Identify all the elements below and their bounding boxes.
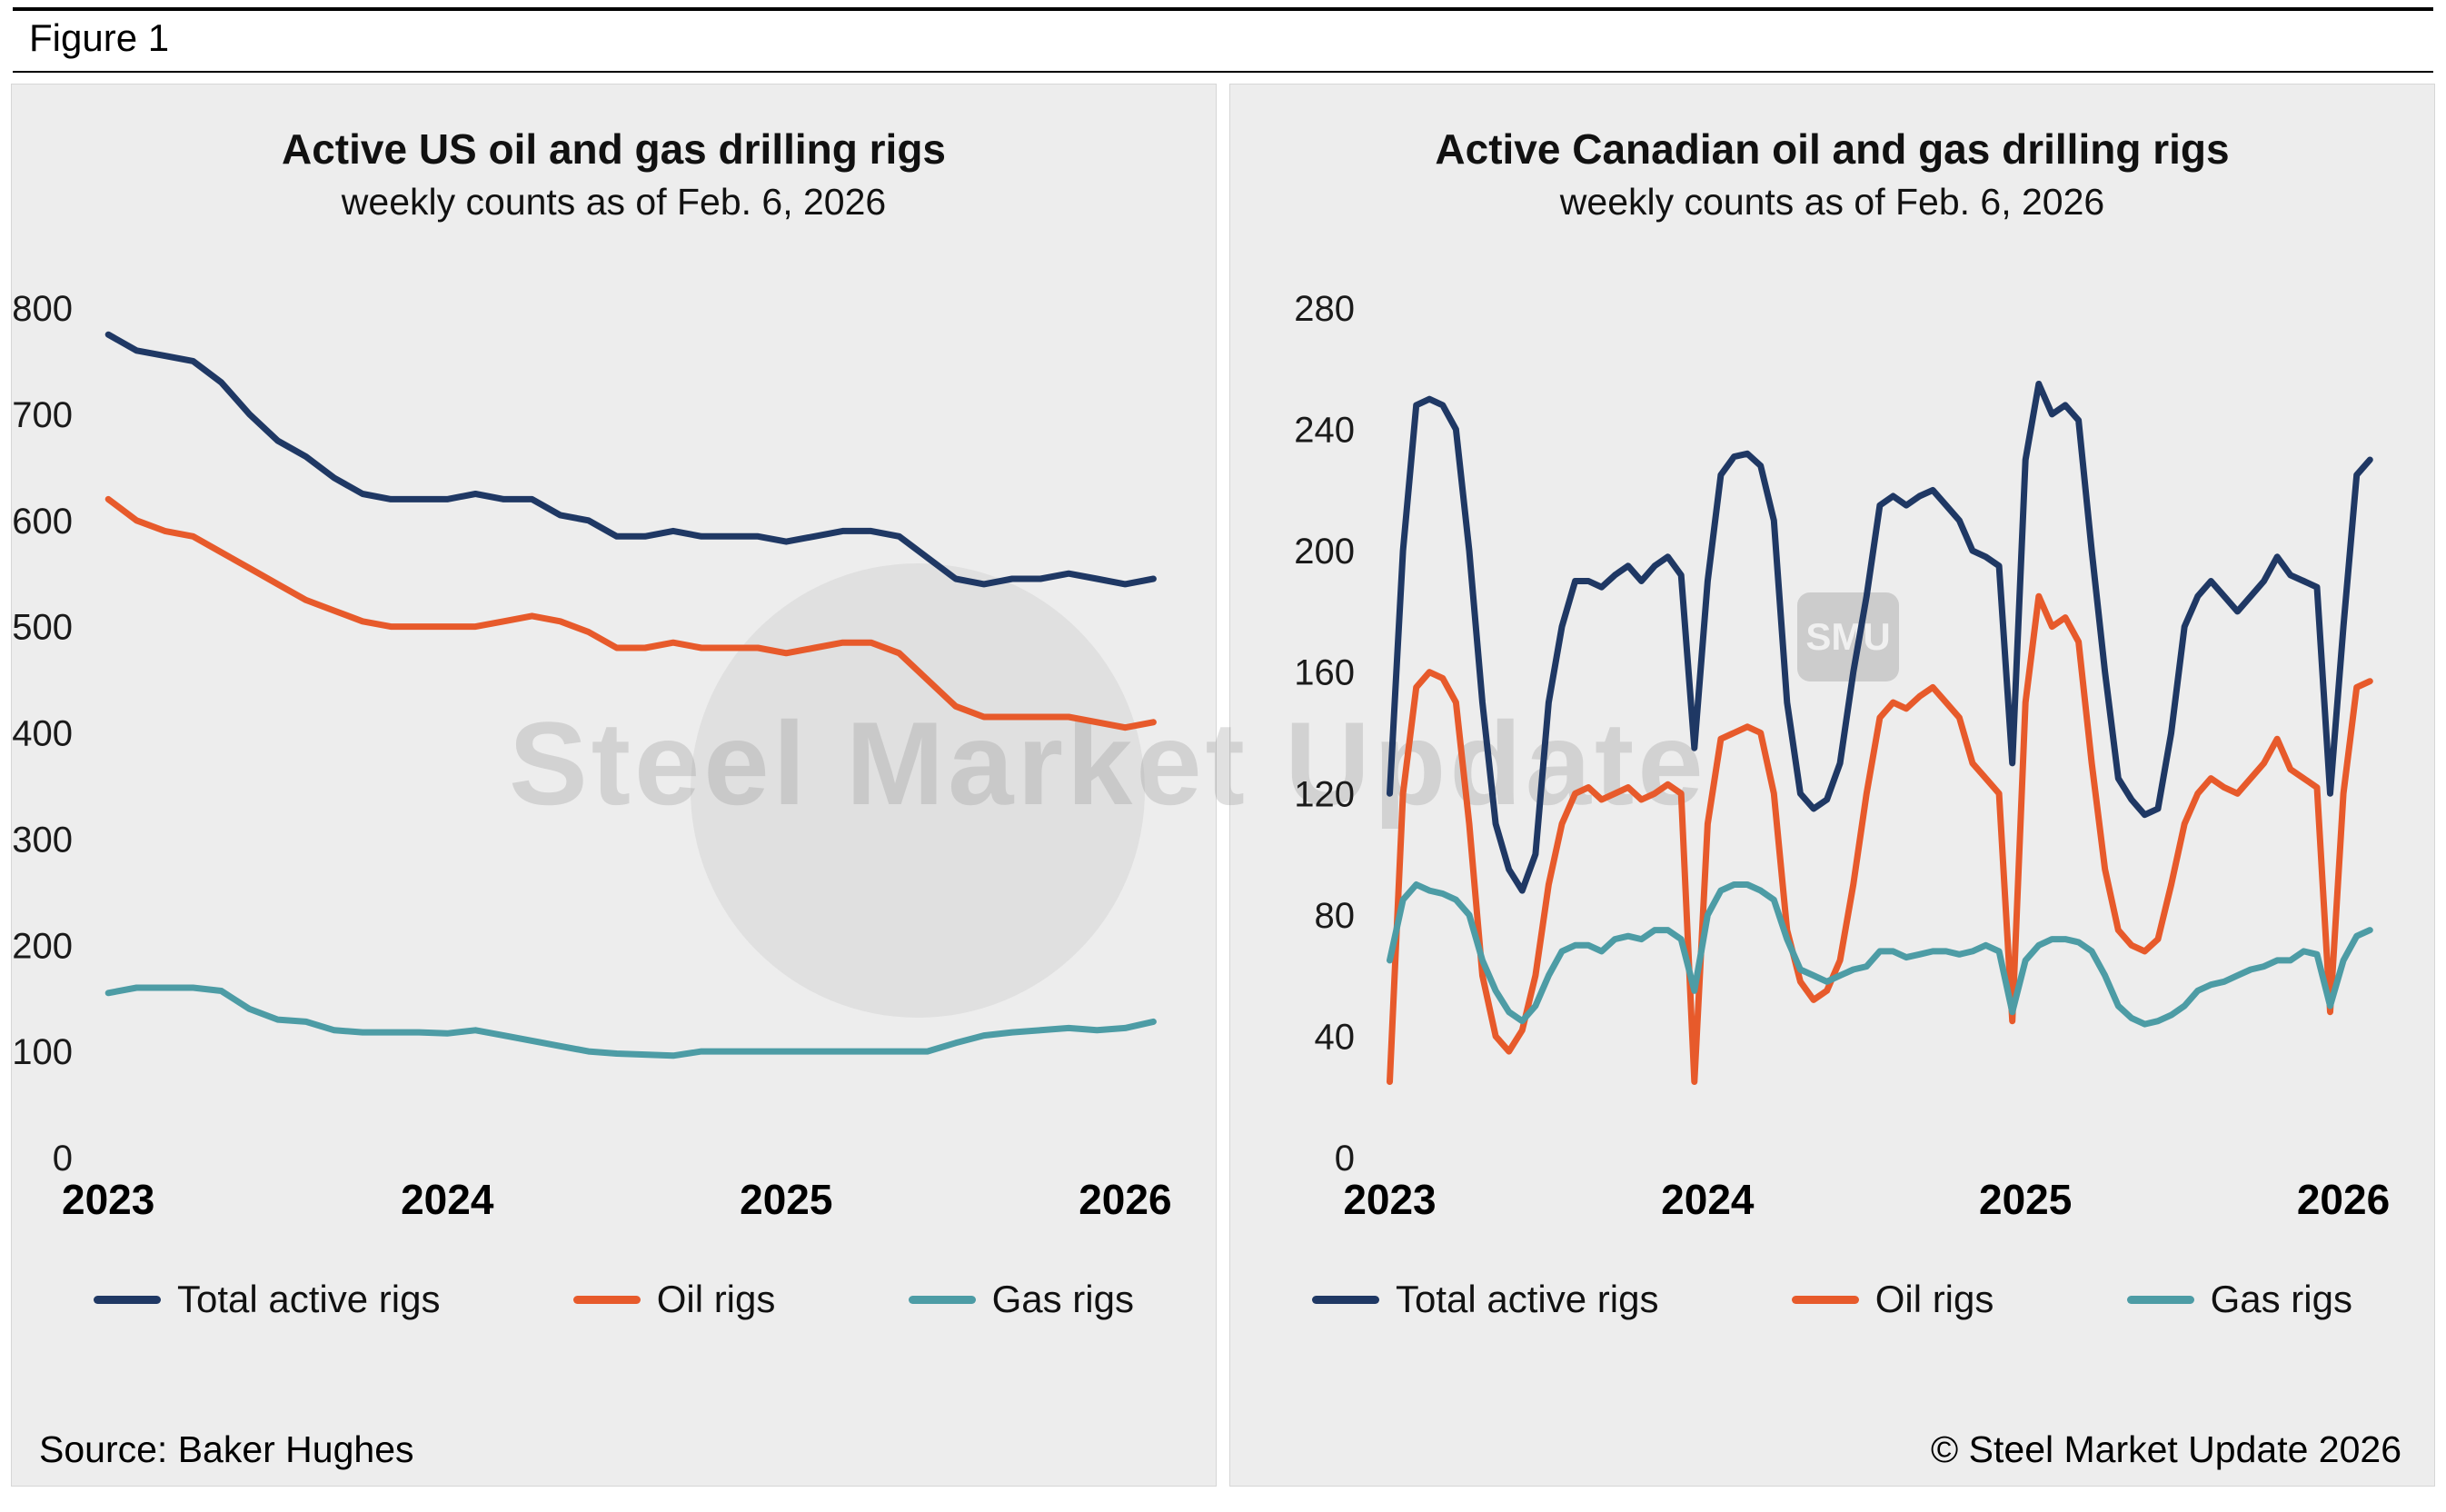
svg-text:120: 120: [1294, 774, 1355, 814]
legend-swatch-total: [94, 1295, 161, 1304]
legend-item-oil-rigs: Oil rigs: [1791, 1278, 1994, 1321]
legend-swatch-total: [1312, 1295, 1379, 1304]
svg-text:200: 200: [12, 926, 73, 966]
svg-text:0: 0: [1335, 1139, 1355, 1179]
legend-label-total: Total active rigs: [177, 1278, 441, 1320]
svg-text:200: 200: [1294, 532, 1355, 572]
svg-text:2023: 2023: [62, 1176, 154, 1223]
svg-text:2023: 2023: [1343, 1176, 1436, 1223]
us-chart-legend: Total active rigs Oil rigs Gas rigs: [12, 1278, 1216, 1321]
legend-item-oil-rigs: Oil rigs: [572, 1278, 776, 1321]
svg-text:2024: 2024: [1661, 1176, 1755, 1223]
svg-text:2026: 2026: [1079, 1176, 1171, 1223]
canada-chart-title: Active Canadian oil and gas drilling rig…: [1435, 125, 2230, 173]
svg-text:40: 40: [1315, 1017, 1356, 1057]
svg-text:280: 280: [1294, 289, 1355, 329]
canada-chart-panel: Active Canadian oil and gas drilling rig…: [1229, 84, 2435, 1487]
svg-text:2024: 2024: [401, 1176, 494, 1223]
svg-text:160: 160: [1294, 653, 1355, 693]
legend-swatch-gas: [2126, 1295, 2194, 1304]
legend-label-total: Total active rigs: [1396, 1278, 1659, 1320]
us-chart-title: Active US oil and gas drilling rigs: [281, 125, 947, 173]
svg-text:0: 0: [53, 1139, 73, 1179]
legend-label-oil: Oil rigs: [1874, 1278, 1994, 1320]
legend-item-total-active-rigs: Total active rigs: [94, 1278, 440, 1321]
canada-chart-legend: Total active rigs Oil rigs Gas rigs: [1230, 1278, 2434, 1321]
canada-chart-plot: 0 40 80 120 160 200 240 280 2023 2024 2025 2026: [1294, 289, 2390, 1223]
us-chart-panel: Active US oil and gas drilling rigs week…: [11, 84, 1217, 1487]
svg-text:2026: 2026: [2297, 1176, 2390, 1223]
legend-swatch-oil: [572, 1295, 641, 1304]
svg-text:500: 500: [12, 608, 73, 648]
svg-text:80: 80: [1315, 896, 1356, 936]
legend-label-gas: Gas rigs: [2210, 1278, 2352, 1320]
svg-text:400: 400: [12, 714, 73, 754]
legend-swatch-oil: [1791, 1295, 1859, 1304]
legend-item-gas-rigs: Gas rigs: [2126, 1278, 2352, 1321]
legend-label-gas: Gas rigs: [991, 1278, 1134, 1320]
svg-text:100: 100: [12, 1032, 73, 1072]
legend-item-gas-rigs: Gas rigs: [908, 1278, 1134, 1321]
copyright-note: © Steel Market Update 2026: [1931, 1428, 2401, 1470]
svg-text:2025: 2025: [1979, 1176, 2072, 1223]
us-chart-subtitle: weekly counts as of Feb. 6, 2026: [341, 181, 887, 223]
legend-item-total-active-rigs: Total active rigs: [1312, 1278, 1658, 1321]
us-chart-plot: 0 100 200 300 400 500 600 700 800 2023 2024 2025 202…: [12, 289, 1171, 1223]
svg-text:700: 700: [12, 395, 73, 435]
canada-chart-subtitle: weekly counts as of Feb. 6, 2026: [1559, 181, 2105, 223]
svg-text:2025: 2025: [740, 1176, 832, 1223]
source-note: Source: Baker Hughes: [39, 1428, 414, 1470]
figure-label: Figure 1: [29, 16, 170, 59]
svg-text:240: 240: [1294, 411, 1355, 451]
svg-text:800: 800: [12, 289, 73, 329]
svg-text:600: 600: [12, 502, 73, 542]
top-rule: [13, 7, 2433, 11]
svg-text:300: 300: [12, 820, 73, 860]
legend-label-oil: Oil rigs: [656, 1278, 776, 1320]
charts-container: Active US oil and gas drilling rigs week…: [11, 84, 2435, 1487]
legend-swatch-gas: [908, 1295, 976, 1304]
header-rule: [13, 71, 2433, 73]
